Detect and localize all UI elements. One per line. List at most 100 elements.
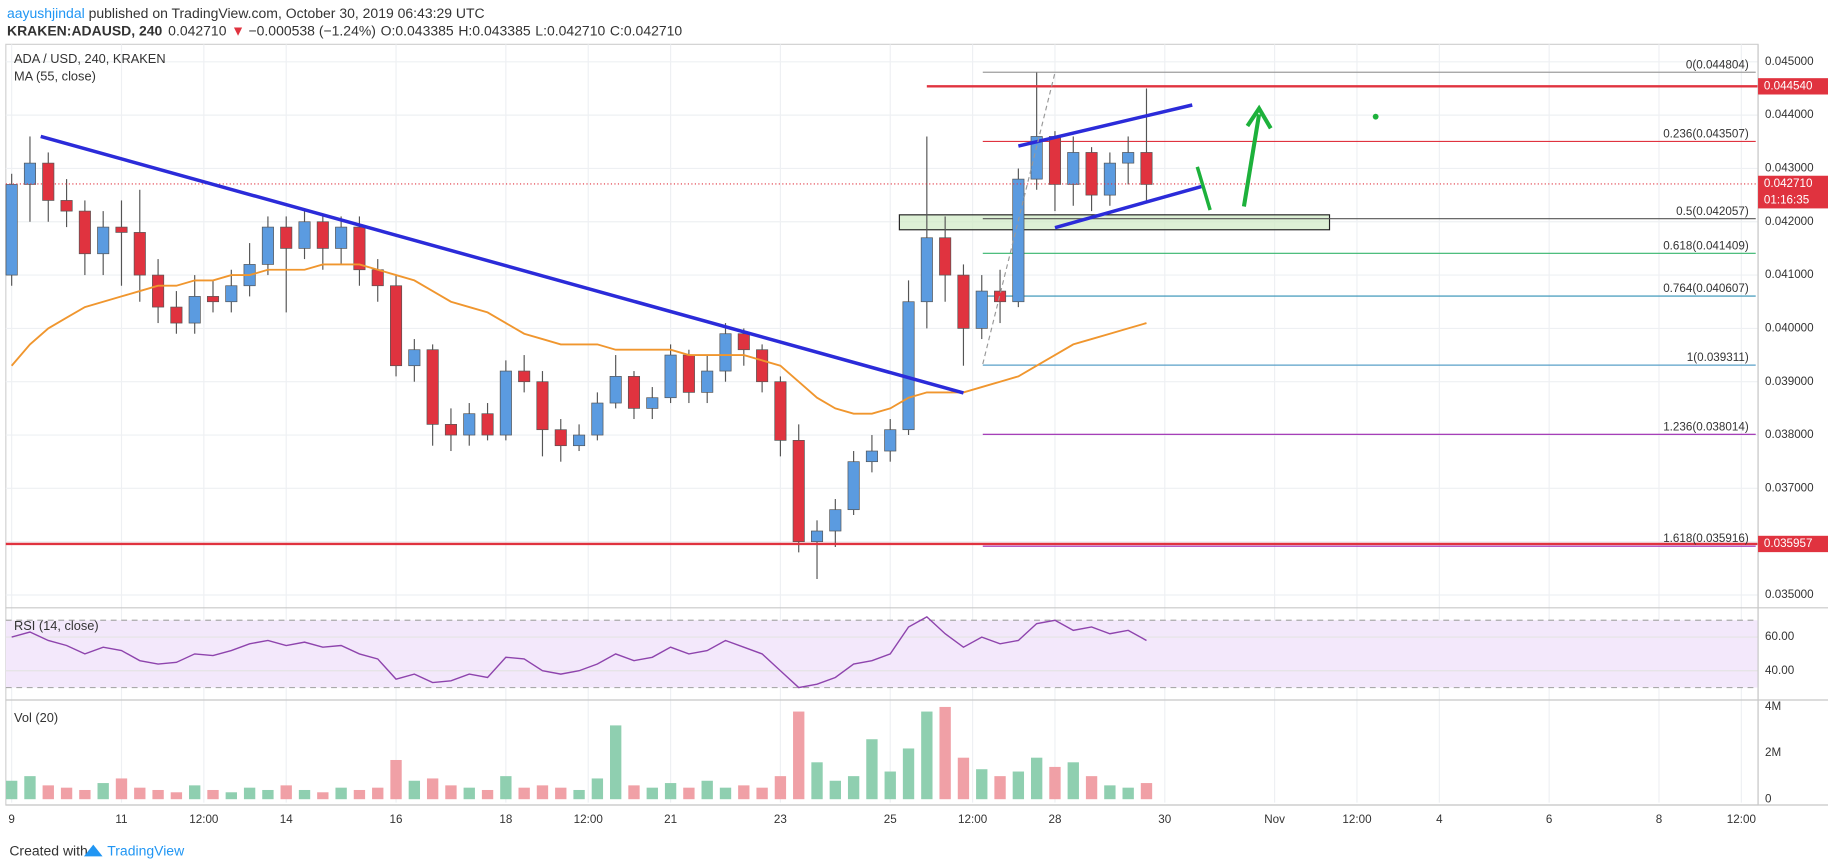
candle-body (115, 226, 128, 233)
volume-bar (298, 789, 311, 800)
y-tick-label: 0.042000 (1765, 215, 1814, 228)
rsi-line (11, 616, 1147, 689)
volume-bar (756, 787, 768, 800)
volume-bar (170, 792, 183, 800)
candle-body (371, 269, 384, 287)
volume-tick-label: 0 (1765, 792, 1772, 805)
candle-body (609, 376, 622, 404)
x-tick-label: 9 (8, 813, 14, 826)
y-tick-label: 0.040000 (1765, 321, 1814, 334)
candle-body (939, 237, 952, 276)
fib-label: 0.618(0.041409) (1663, 239, 1749, 252)
dot (1372, 113, 1379, 120)
volume-bar (1140, 783, 1153, 800)
volume-bar (774, 776, 787, 800)
change-arrow: ▼ (231, 22, 245, 38)
candle-body (206, 296, 220, 303)
candle-body (719, 333, 732, 372)
candle-body (133, 232, 146, 276)
countdown: 01:16:35 (1764, 193, 1809, 206)
candle-body (1048, 136, 1061, 185)
y-tick-label: 0.041000 (1765, 268, 1814, 281)
volume-bar (24, 776, 36, 800)
volume-bar (664, 783, 677, 800)
volume-bar (976, 769, 988, 800)
change: −0.000538 (−1.24%) (248, 22, 375, 38)
logo (83, 844, 103, 857)
candle-body (316, 221, 329, 249)
candle-body (170, 306, 183, 324)
volume-bar (243, 787, 256, 800)
volume-legend: Vol (20) (14, 710, 58, 725)
candle-body (829, 509, 842, 532)
candle-body (573, 434, 586, 447)
candle-body (1140, 152, 1153, 185)
volume-bar (353, 789, 366, 800)
candle-body (261, 226, 274, 265)
volume-bar (97, 783, 109, 800)
volume-bar (866, 739, 878, 800)
x-tick-label: 12:00 (1342, 813, 1372, 826)
created-with: Created with (9, 842, 87, 858)
fib-label: 1(0.039311) (1687, 351, 1749, 364)
volume-bar (60, 787, 73, 800)
y-tick-label: 0.035000 (1765, 588, 1814, 601)
last: 0.042710 (168, 22, 227, 38)
volume-bar (500, 776, 512, 800)
volume-bar (390, 759, 402, 800)
volume-bar (683, 787, 695, 800)
candle-body (1085, 152, 1098, 196)
volume-bar (1104, 785, 1116, 800)
y-tick-label: 0.037000 (1765, 481, 1814, 494)
current-price-label: 0.042710 (1764, 177, 1813, 190)
candle-body (353, 226, 366, 271)
volume-bar (610, 725, 622, 800)
volume-bar (573, 789, 585, 800)
candle-body (78, 210, 91, 255)
candle-body (335, 226, 348, 249)
candle-body (426, 349, 439, 425)
volume-bar (1012, 771, 1025, 800)
volume-bar (646, 787, 658, 800)
current-price-tag (1758, 175, 1828, 209)
candle-body (865, 450, 878, 463)
rsi-legend: RSI (14, close) (14, 618, 99, 633)
x-tick-label: 12:00 (1727, 813, 1757, 826)
trendline (1054, 184, 1202, 230)
y-tick-label: 0.045000 (1765, 55, 1814, 68)
x-tick-label: 8 (1656, 813, 1662, 826)
close: C:0.042710 (610, 22, 683, 38)
x-tick-label: Nov (1264, 813, 1285, 826)
volume-bar (536, 785, 549, 800)
x-tick-label: 6 (1546, 813, 1552, 826)
candle-body (97, 226, 110, 255)
volume-bar (628, 785, 640, 800)
volume-bar (152, 789, 164, 800)
volume-bar (317, 792, 329, 800)
volume-tick-label: 4M (1765, 700, 1781, 713)
candle-body (1067, 152, 1080, 185)
x-tick-label: 14 (280, 813, 293, 826)
volume-bar (463, 787, 475, 800)
volume-bar (994, 776, 1006, 800)
volume-bar (115, 778, 128, 800)
high: H:0.043385 (458, 22, 531, 38)
price-tag (1758, 535, 1828, 553)
x-tick-label: 30 (1158, 813, 1171, 826)
fib-label: 0(0.044804) (1686, 58, 1749, 71)
candle-body (225, 285, 238, 303)
fib-label: 0.764(0.040607) (1663, 282, 1749, 295)
candle-body (957, 274, 970, 329)
volume-bar (1030, 757, 1043, 800)
candle-body (646, 397, 659, 409)
candle-body (1030, 136, 1043, 180)
volume-bar (225, 792, 237, 800)
candle-body (756, 349, 769, 383)
candle-body (42, 162, 55, 201)
candle-body (5, 184, 18, 276)
volume-bar (1085, 776, 1098, 800)
arrow-up (1241, 104, 1273, 207)
x-tick-label: 28 (1048, 813, 1061, 826)
x-tick-label: 16 (390, 813, 403, 826)
